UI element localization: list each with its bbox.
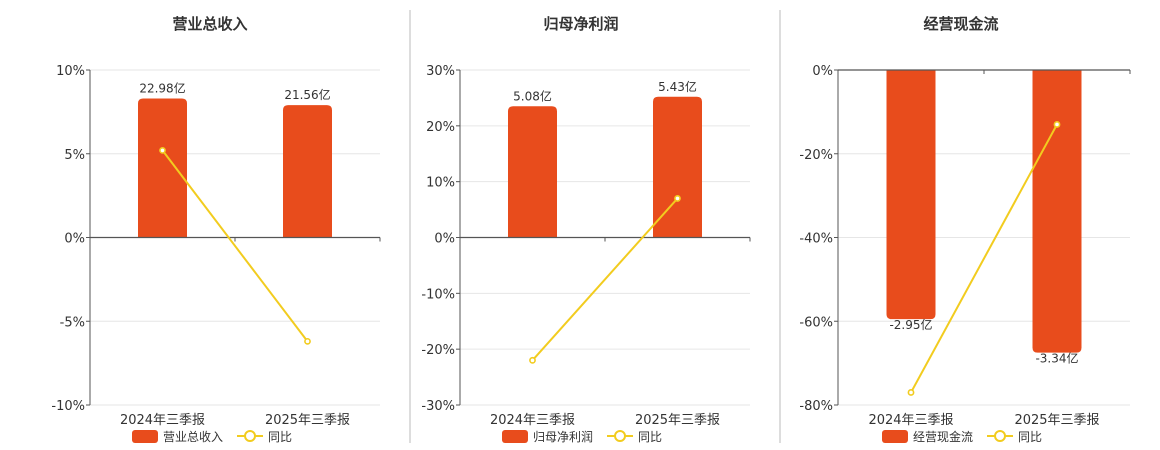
bar-data-label: 5.43亿	[658, 79, 697, 94]
bar-2	[1032, 70, 1082, 353]
y-tick-label: -60%	[799, 315, 833, 330]
bar-1	[138, 98, 187, 238]
y-tick-label: 5%	[64, 148, 85, 163]
legend-swatch-marker	[994, 430, 1007, 442]
legend-swatch-bar	[502, 430, 528, 443]
legend-swatch-marker	[614, 430, 627, 442]
yoy-line	[161, 149, 309, 342]
chart-title: 归母净利润	[543, 15, 618, 33]
yoy-line	[910, 123, 1058, 393]
x-category-label: 2024年三季报	[868, 413, 953, 428]
bar-2	[283, 105, 332, 238]
yoy-point-2	[304, 337, 311, 345]
chart-panel-1: 营业总收入 10% 5% 0% -5% -10% 22.98亿 21.56亿 2024年三季报 2…	[51, 15, 381, 444]
y-tick-label: -5%	[60, 315, 85, 330]
yoy-point-1	[159, 146, 166, 154]
y-tick-label: -30%	[421, 399, 455, 414]
legend: 经营现金流 同比	[882, 429, 1042, 444]
yoy-line	[531, 197, 679, 362]
y-tick-label: 0%	[64, 232, 85, 247]
bar-data-label: 22.98亿	[139, 80, 185, 95]
bar-data-label: -2.95亿	[889, 317, 932, 332]
legend-label-bar: 归母净利润	[533, 430, 593, 444]
legend-label-bar: 经营现金流	[913, 429, 973, 444]
yoy-point-2	[674, 195, 681, 202]
y-tick-label: 20%	[426, 120, 455, 135]
x-category-label: 2025年三季报	[635, 413, 720, 428]
chart-title: 经营现金流	[923, 15, 998, 33]
x-category-label: 2025年三季报	[265, 413, 350, 428]
y-tick-label: -20%	[421, 343, 455, 358]
legend-label-line: 同比	[268, 430, 292, 444]
legend: 归母净利润 同比	[502, 430, 662, 444]
y-tick-label: 10%	[56, 64, 85, 79]
y-tick-label: -10%	[421, 287, 455, 302]
legend-label-line: 同比	[1018, 430, 1042, 444]
bar-1	[508, 106, 557, 238]
yoy-point-1	[907, 389, 915, 396]
bar-data-label: 21.56亿	[284, 87, 330, 102]
chart-panel-2: 归母净利润 30% 20% 10% 0% -10% -20% -30% 5.08亿 5.43亿 20…	[421, 15, 751, 444]
bar-2	[653, 96, 702, 238]
chart-panel-3: 经营现金流 0% -20% -40% -60% -80% -2.95亿 -3.34亿 2024年…	[799, 15, 1131, 444]
legend-swatch-marker	[244, 430, 257, 442]
x-category-label: 2024年三季报	[120, 413, 205, 428]
bar-data-label: 5.08亿	[513, 88, 552, 103]
bar-data-label: -3.34亿	[1035, 351, 1078, 366]
y-tick-label: -80%	[799, 399, 833, 414]
legend-swatch-bar	[882, 430, 908, 443]
y-tick-label: 30%	[426, 64, 455, 79]
x-category-label: 2025年三季报	[1014, 413, 1099, 428]
yoy-point-1	[529, 356, 536, 364]
y-tick-label: 0%	[434, 232, 455, 247]
legend-label-line: 同比	[638, 430, 662, 444]
x-category-label: 2024年三季报	[490, 413, 575, 428]
y-tick-label: 0%	[812, 64, 833, 79]
y-tick-label: 10%	[426, 176, 455, 191]
legend-swatch-bar	[132, 430, 158, 443]
y-tick-label: -40%	[799, 232, 833, 247]
y-tick-label: -10%	[51, 399, 85, 414]
bar-1	[886, 70, 936, 320]
legend-label-bar: 营业总收入	[163, 430, 223, 444]
yoy-point-2	[1053, 121, 1061, 128]
legend: 营业总收入 同比	[132, 430, 292, 444]
y-tick-label: -20%	[799, 148, 833, 163]
chart-title: 营业总收入	[172, 15, 247, 33]
